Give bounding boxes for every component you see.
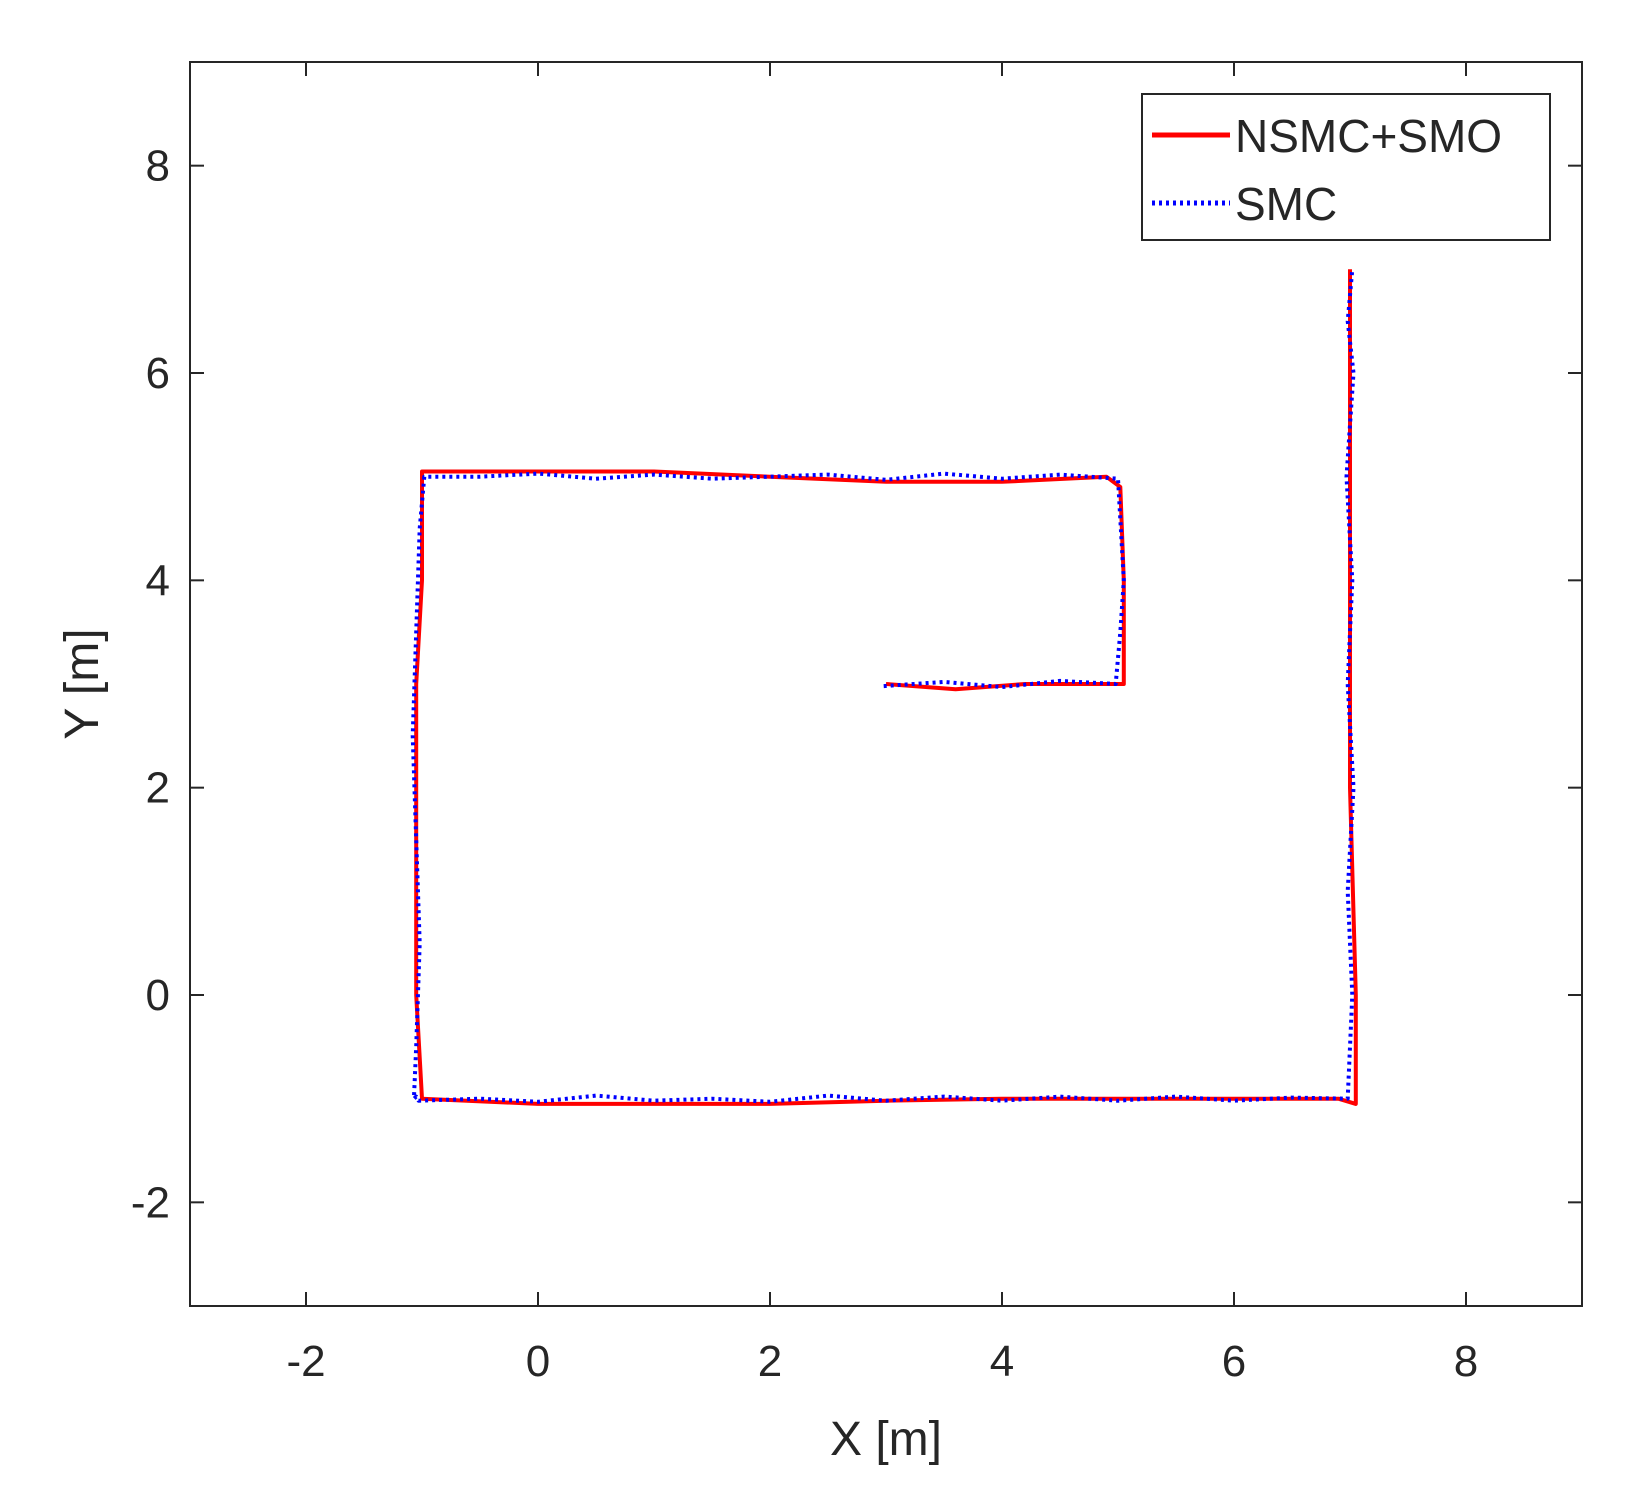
y-tick-label: 0 xyxy=(146,971,170,1020)
series-line-smc xyxy=(410,269,1356,1104)
y-tick-label: -2 xyxy=(131,1178,170,1227)
axes-frame xyxy=(189,61,1583,1307)
legend-box xyxy=(1141,93,1551,241)
legend-label-nsmc-smo: NSMC+SMO xyxy=(1235,110,1502,162)
x-tick-label: 4 xyxy=(990,1337,1014,1386)
x-axis-label: X [m] xyxy=(830,1413,942,1466)
y-tick-label: 8 xyxy=(146,142,170,191)
legend: NSMC+SMO SMC xyxy=(1141,93,1551,241)
y-tick-label: 4 xyxy=(146,556,170,605)
x-tick-label: 0 xyxy=(526,1337,550,1386)
x-tick-label: 6 xyxy=(1222,1337,1246,1386)
y-tick-label: 6 xyxy=(146,349,170,398)
y-axis-label: Y [m] xyxy=(56,628,109,739)
x-tick-label: -2 xyxy=(286,1337,325,1386)
plot-layer xyxy=(410,269,1358,1106)
y-tick-label: 2 xyxy=(146,764,170,813)
x-tick-label: 8 xyxy=(1454,1337,1478,1386)
legend-label-smc: SMC xyxy=(1235,178,1337,230)
x-tick-label: 2 xyxy=(758,1337,782,1386)
ticks-layer: -2 0 2 4 6 8 -2 0 2 4 6 8 xyxy=(131,62,1582,1386)
